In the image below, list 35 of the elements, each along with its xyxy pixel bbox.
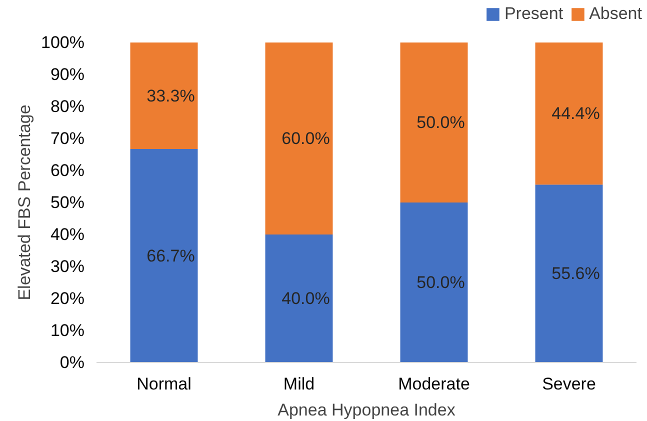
y-tick-label: 60% xyxy=(50,161,85,180)
bar xyxy=(130,149,198,362)
bar xyxy=(265,42,333,234)
y-tick-label: 70% xyxy=(50,129,85,148)
bar xyxy=(130,42,198,150)
x-tick-label: Moderate xyxy=(398,374,470,394)
bar xyxy=(265,234,333,362)
x-axis-title: Apnea Hypopnea Index xyxy=(278,400,456,420)
bar xyxy=(400,202,468,362)
y-tick-label: 20% xyxy=(50,289,85,308)
y-tick-label: 40% xyxy=(50,225,85,244)
data-label: 50.0% xyxy=(416,273,465,292)
y-tick-label: 10% xyxy=(50,321,85,340)
y-axis-title: Elevated FBS Percentage xyxy=(15,104,34,300)
y-tick-label: 80% xyxy=(50,97,85,116)
data-label: 60.0% xyxy=(282,129,330,148)
x-tick-label: Severe xyxy=(542,374,596,394)
data-label: 33.3% xyxy=(146,86,195,106)
legend-label: Absent xyxy=(589,4,642,24)
bar xyxy=(400,42,468,202)
bar xyxy=(535,184,603,362)
data-label: 50.0% xyxy=(416,113,465,132)
y-tick-label: 90% xyxy=(50,65,85,84)
data-label: 66.7% xyxy=(146,246,195,266)
y-tick-label: 0% xyxy=(60,353,85,372)
bar xyxy=(535,42,603,185)
data-label: 40.0% xyxy=(282,289,330,308)
y-tick-label: 30% xyxy=(50,257,85,276)
y-tick-label: 100% xyxy=(41,33,85,52)
legend-label: Present xyxy=(504,4,564,24)
data-label: 55.6% xyxy=(552,264,600,284)
data-label: 44.4% xyxy=(552,104,600,124)
y-tick-label: 50% xyxy=(50,193,85,212)
x-tick-label: Mild xyxy=(283,374,315,394)
x-tick-label: Normal xyxy=(136,374,192,394)
